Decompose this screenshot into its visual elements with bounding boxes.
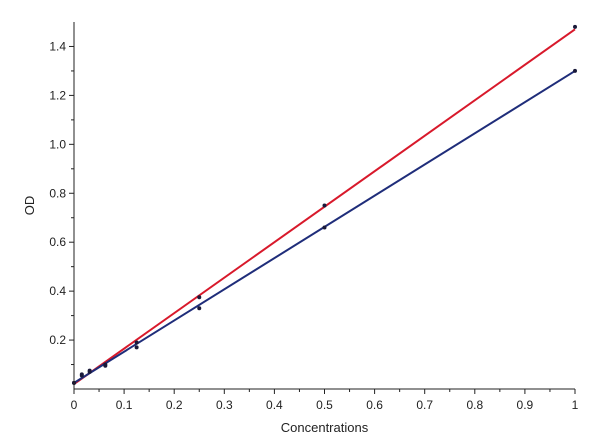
- y-tick-label: 1.4: [49, 39, 66, 53]
- x-tick-label: 1: [572, 398, 579, 412]
- series-2-point: [197, 306, 202, 311]
- x-tick-label: 0.3: [216, 398, 233, 412]
- series-1-point: [197, 295, 202, 300]
- series-1-point: [134, 340, 139, 345]
- series-1-point: [322, 203, 327, 208]
- y-axis-ticks: 0.2 0.4 0.6 0.8 1.0 1.2 1.4: [49, 39, 74, 366]
- x-tick-label: 0.1: [116, 398, 133, 412]
- x-axis-ticks: 0 0.1 0.2 0.3 0.4 0.5 0.6 0.7 0.8 0.9 1: [71, 389, 579, 412]
- x-tick-label: 0.8: [466, 398, 483, 412]
- x-tick-label: 0.5: [316, 398, 333, 412]
- series-2-point: [322, 225, 327, 230]
- x-tick-label: 0.9: [517, 398, 534, 412]
- y-tick-label: 0.4: [49, 284, 66, 298]
- x-axis-title: Concentrations: [281, 420, 369, 435]
- series-2-point: [134, 345, 139, 350]
- y-tick-label: 1.0: [49, 137, 66, 151]
- y-tick-label: 0.8: [49, 186, 66, 200]
- x-tick-label: 0.7: [416, 398, 433, 412]
- x-tick-label: 0.6: [366, 398, 383, 412]
- series-2-point: [87, 369, 92, 374]
- series-1-point: [573, 24, 577, 29]
- y-axis-title: OD: [22, 196, 37, 216]
- series-2-point: [103, 363, 108, 368]
- plot-marks: [72, 24, 577, 385]
- series-2-point: [573, 68, 577, 73]
- x-tick-label: 0: [71, 398, 78, 412]
- y-tick-label: 0.2: [49, 333, 66, 347]
- y-tick-label: 0.6: [49, 235, 66, 249]
- y-tick-label: 1.2: [49, 88, 66, 102]
- series-2-point: [79, 373, 84, 378]
- x-tick-label: 0.4: [266, 398, 283, 412]
- x-tick-label: 0.2: [166, 398, 183, 412]
